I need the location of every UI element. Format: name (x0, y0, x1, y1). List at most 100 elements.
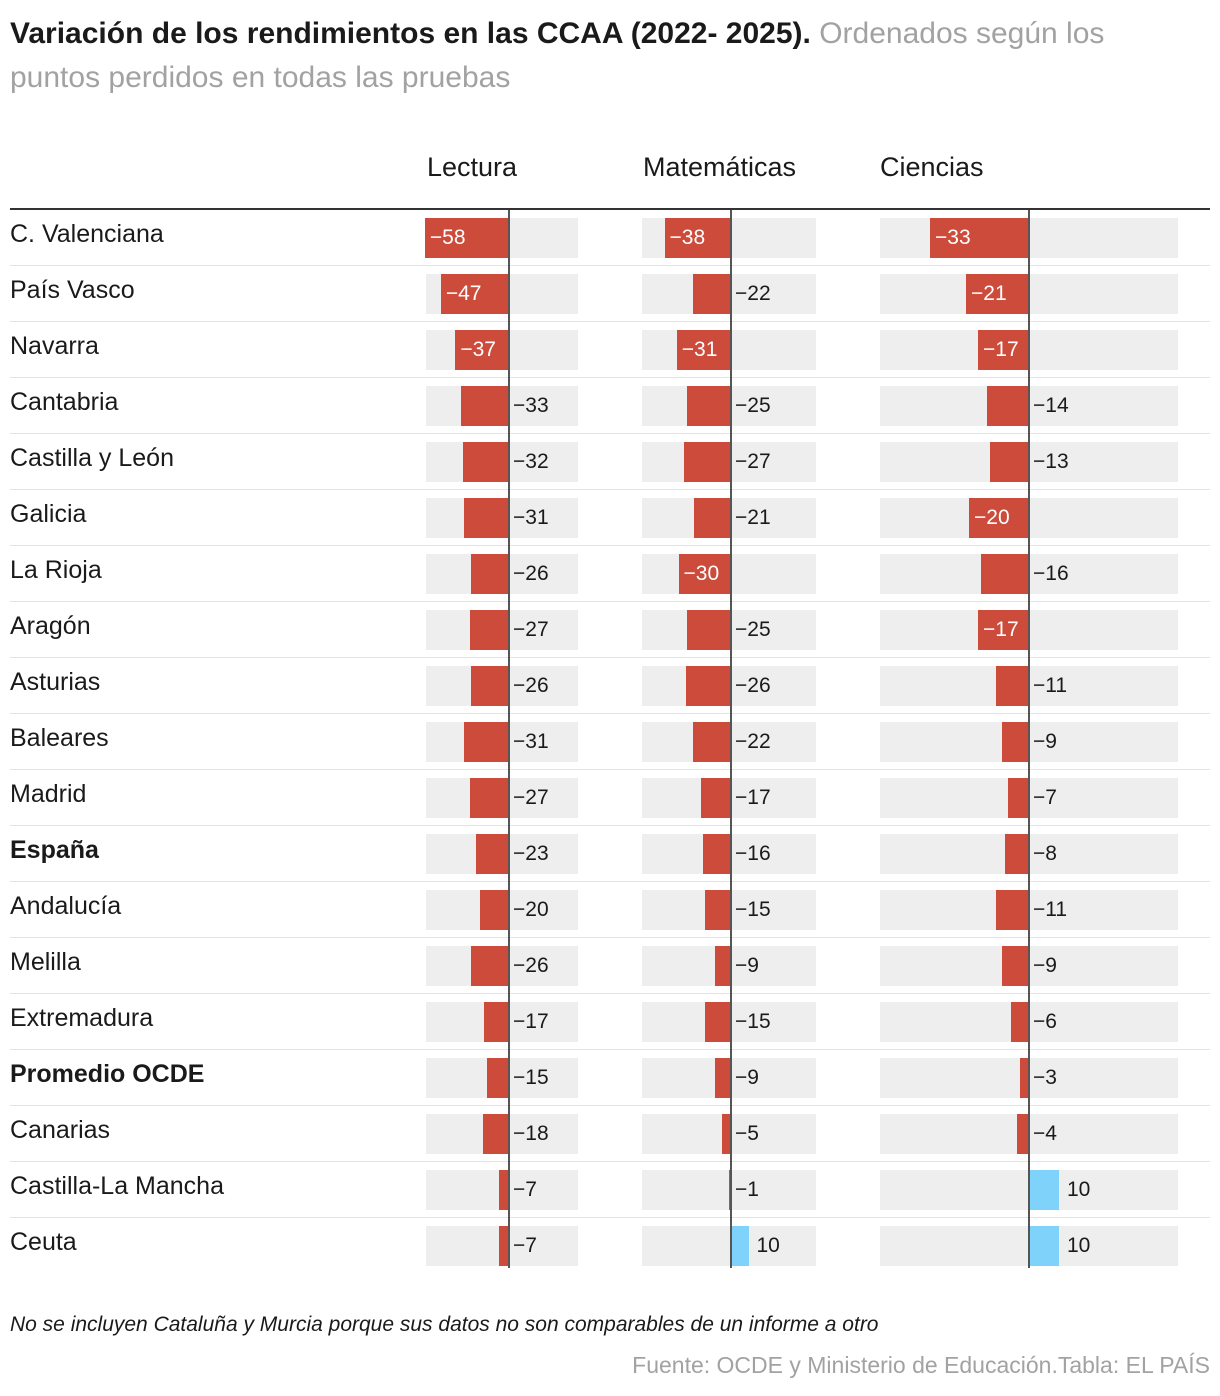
bar-matematicas (687, 386, 731, 426)
bar-ciencias (996, 890, 1029, 930)
bar-ciencias (978, 330, 1029, 370)
bar-lectura (487, 1058, 509, 1098)
bar-value-label-lectura: −7 (513, 1234, 537, 1257)
bar-lectura (469, 778, 509, 818)
bar-matematicas (683, 442, 731, 482)
bar-value-label-matematicas: −17 (735, 786, 771, 809)
bar-value-label-matematicas: −21 (735, 506, 771, 529)
row-separator (10, 321, 1210, 322)
bar-lectura (480, 890, 509, 930)
row-separator (10, 881, 1210, 882)
bar-value-label-matematicas: −5 (735, 1122, 759, 1145)
bar-matematicas (676, 330, 731, 370)
bar-lectura (469, 610, 509, 650)
row-separator (10, 489, 1210, 490)
bar-lectura (455, 330, 509, 370)
bar-value-label-matematicas: 10 (756, 1234, 780, 1257)
row-separator (10, 1049, 1210, 1050)
row-separator (10, 601, 1210, 602)
bar-value-label-lectura: −17 (513, 1010, 549, 1033)
bar-ciencias (978, 610, 1029, 650)
bar-value-label-matematicas: −22 (735, 730, 771, 753)
bar-ciencias (1002, 946, 1029, 986)
bar-value-label-matematicas: −15 (735, 898, 771, 921)
bar-value-label-matematicas: −31 (681, 338, 718, 361)
row-separator (10, 433, 1210, 434)
bar-matematicas (704, 1002, 731, 1042)
bar-value-label-ciencias: −21 (971, 282, 1007, 305)
row-label-espana: España (10, 836, 99, 864)
bar-ciencias (996, 666, 1029, 706)
row-label-asturias: Asturias (10, 668, 101, 696)
chart-note: No se incluyen Cataluña y Murcia porque … (10, 1313, 879, 1336)
row-label-baleares: Baleares (10, 724, 109, 752)
bar-value-label-matematicas: −9 (735, 954, 759, 977)
bar-value-label-ciencias: −17 (983, 338, 1019, 361)
row-label-la-rioja: La Rioja (10, 556, 102, 584)
bar-lectura (471, 554, 509, 594)
bar-value-label-ciencias: −13 (1033, 450, 1069, 473)
bar-value-label-ciencias: −14 (1033, 394, 1069, 417)
bar-ciencias (1020, 1058, 1029, 1098)
bar-lectura (440, 274, 509, 314)
row-label-promedio-ocde: Promedio OCDE (10, 1060, 205, 1088)
row-separator (10, 993, 1210, 994)
bar-ciencias (1008, 778, 1029, 818)
bar-value-label-ciencias: −17 (983, 618, 1019, 641)
bar-value-label-ciencias: −4 (1033, 1122, 1057, 1145)
bar-matematicas (687, 610, 731, 650)
row-separator (10, 825, 1210, 826)
bar-lectura (498, 1170, 509, 1210)
bar-value-label-lectura: −26 (513, 562, 549, 585)
row-label-castilla-y-leon: Castilla y León (10, 444, 174, 472)
bar-value-label-matematicas: −38 (669, 226, 706, 249)
row-label-melilla: Melilla (10, 948, 81, 976)
bar-ciencias (1005, 834, 1029, 874)
column-header-lectura: Lectura (427, 152, 518, 182)
bar-value-label-matematicas: −30 (683, 562, 720, 585)
row-separator (10, 1217, 1210, 1218)
bar-value-label-lectura: −23 (513, 842, 549, 865)
bar-ciencias (1029, 1170, 1059, 1210)
row-separator (10, 377, 1210, 378)
column-header-ciencias: Ciencias (880, 152, 984, 182)
row-label-canarias: Canarias (10, 1116, 111, 1144)
bar-lectura (475, 834, 509, 874)
bar-lectura (471, 946, 509, 986)
bar-ciencias (1029, 1226, 1059, 1266)
bar-lectura (464, 498, 509, 538)
bar-lectura (484, 1002, 509, 1042)
bar-value-label-lectura: −47 (445, 282, 482, 305)
row-separator (10, 545, 1210, 546)
bar-value-label-matematicas: −22 (735, 282, 771, 305)
chart-source: Fuente: OCDE y Ministerio de Educación.T… (632, 1352, 1210, 1378)
bar-ciencias (1017, 1114, 1029, 1154)
chart-heading: Variación de los rendimientos en las CCA… (10, 17, 1105, 94)
bar-value-label-ciencias: −20 (974, 506, 1010, 529)
header-rule (10, 208, 1210, 210)
bar-matematicas (694, 498, 731, 538)
bar-value-label-lectura: −20 (513, 898, 549, 921)
row-separator (10, 1161, 1210, 1162)
bar-ciencias (969, 498, 1029, 538)
bar-value-label-ciencias: −33 (935, 226, 971, 249)
bar-matematicas (729, 1170, 731, 1210)
bar-ciencias (966, 274, 1029, 314)
bar-value-label-lectura: −58 (429, 226, 466, 249)
row-label-castilla-la-mancha: Castilla-La Mancha (10, 1172, 224, 1200)
bar-ciencias (987, 386, 1029, 426)
bar-value-label-lectura: −27 (513, 618, 549, 641)
bar-lectura (471, 666, 509, 706)
bar-matematicas (722, 1114, 731, 1154)
row-label-c-valenciana: C. Valenciana (10, 220, 164, 248)
bar-value-label-lectura: −37 (460, 338, 496, 361)
row-separator (10, 1105, 1210, 1106)
bar-value-label-matematicas: −15 (735, 1010, 771, 1033)
bar-matematicas (704, 890, 731, 930)
bar-value-label-ciencias: −8 (1033, 842, 1057, 865)
bar-value-label-ciencias: −3 (1033, 1066, 1057, 1089)
bar-matematicas (664, 218, 731, 258)
bar-matematicas (715, 1058, 731, 1098)
row-label-navarra: Navarra (10, 332, 99, 360)
bar-value-label-lectura: −31 (513, 506, 549, 529)
